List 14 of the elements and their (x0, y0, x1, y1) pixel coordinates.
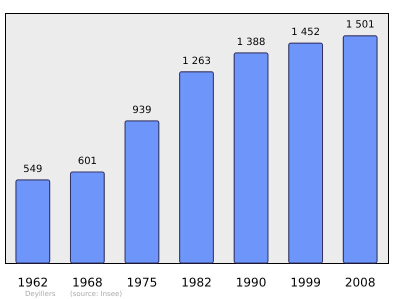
data-label: 939 (132, 104, 152, 116)
x-tick-label: 1990 (236, 276, 266, 290)
data-label: 1 263 (182, 56, 211, 67)
x-tick-label: 1975 (126, 276, 158, 290)
data-label: 601 (78, 156, 97, 167)
x-tick-label: 1999 (290, 276, 321, 290)
x-tick-label: 1968 (72, 276, 103, 290)
x-tick-label: 1982 (181, 276, 212, 290)
data-label: 1 388 (236, 36, 266, 48)
x-tick-label: 2008 (344, 276, 376, 290)
data-label: 549 (23, 164, 42, 175)
x-tick-label: 1962 (18, 276, 48, 290)
data-label: 1 452 (291, 27, 320, 38)
data-label: 1 501 (346, 20, 374, 31)
